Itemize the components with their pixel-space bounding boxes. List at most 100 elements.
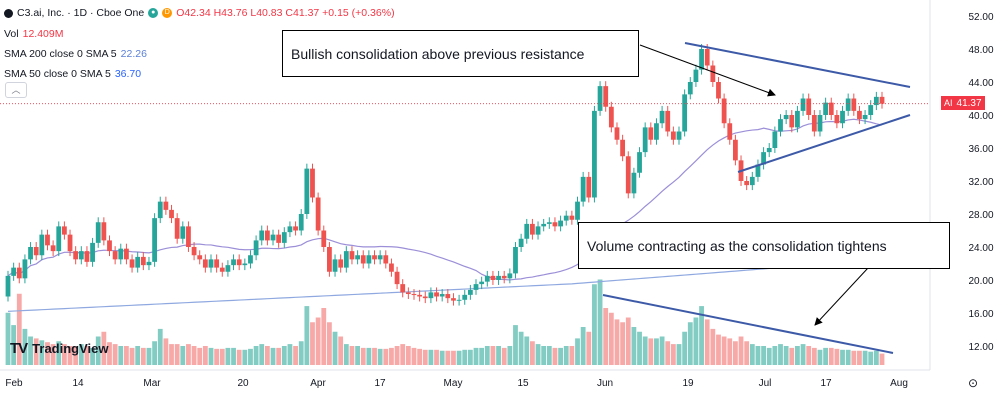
- candle-body[interactable]: [524, 223, 530, 239]
- candle-body[interactable]: [490, 275, 496, 280]
- candle-body[interactable]: [343, 251, 349, 268]
- candle-body[interactable]: [535, 226, 541, 235]
- candle-body[interactable]: [107, 240, 112, 252]
- candle-body[interactable]: [665, 110, 671, 132]
- candle-body[interactable]: [22, 259, 28, 279]
- candle-body[interactable]: [270, 234, 276, 241]
- candle-body[interactable]: [716, 82, 721, 99]
- candle-body[interactable]: [434, 292, 439, 297]
- candle-body[interactable]: [248, 255, 253, 264]
- candle-body[interactable]: [857, 110, 862, 120]
- candle-body[interactable]: [608, 106, 614, 128]
- candle-body[interactable]: [642, 127, 648, 153]
- candle-body[interactable]: [157, 201, 163, 219]
- candle-body[interactable]: [614, 127, 620, 140]
- candle-body[interactable]: [811, 115, 817, 132]
- candle-body[interactable]: [467, 289, 473, 295]
- candle-body[interactable]: [569, 215, 575, 220]
- candle-body[interactable]: [817, 115, 823, 132]
- candle-body[interactable]: [400, 284, 406, 293]
- candle-body[interactable]: [744, 181, 750, 186]
- candle-body[interactable]: [654, 123, 659, 140]
- candle-body[interactable]: [28, 247, 33, 260]
- candle-body[interactable]: [546, 222, 552, 224]
- candle-body[interactable]: [355, 255, 360, 260]
- candle-body[interactable]: [789, 115, 795, 128]
- candle-body[interactable]: [851, 98, 857, 111]
- candle-body[interactable]: [327, 247, 332, 272]
- candle-body[interactable]: [603, 86, 609, 107]
- candle-body[interactable]: [710, 65, 716, 83]
- candle-body[interactable]: [293, 226, 298, 231]
- candle-body[interactable]: [659, 110, 665, 124]
- candle-body[interactable]: [772, 131, 778, 149]
- candle-body[interactable]: [61, 226, 67, 235]
- candle-body[interactable]: [676, 131, 682, 140]
- candle-body[interactable]: [298, 214, 304, 231]
- symbol-title[interactable]: C3.ai, Inc. · 1D · Cboe One: [17, 7, 145, 19]
- candle-body[interactable]: [310, 168, 315, 198]
- candle-body[interactable]: [411, 294, 417, 296]
- candle-body[interactable]: [637, 152, 642, 173]
- candle-body[interactable]: [496, 275, 501, 280]
- candle-body[interactable]: [276, 234, 282, 243]
- candle-body[interactable]: [33, 247, 39, 256]
- candle-body[interactable]: [445, 294, 451, 299]
- candle-body[interactable]: [479, 281, 485, 285]
- candle-body[interactable]: [507, 273, 513, 279]
- candle-body[interactable]: [253, 240, 259, 256]
- candle-body[interactable]: [513, 247, 518, 274]
- candle-body[interactable]: [417, 294, 423, 297]
- candle-body[interactable]: [670, 131, 676, 140]
- candle-body[interactable]: [315, 197, 321, 231]
- candle-body[interactable]: [16, 267, 22, 279]
- candle-body[interactable]: [225, 265, 231, 272]
- candle-body[interactable]: [321, 230, 327, 248]
- candle-body[interactable]: [73, 251, 79, 260]
- candle-body[interactable]: [586, 176, 592, 198]
- candle-body[interactable]: [101, 222, 107, 241]
- candle-body[interactable]: [169, 209, 174, 219]
- candle-body[interactable]: [264, 230, 270, 241]
- candle-body[interactable]: [129, 259, 135, 268]
- candle-body[interactable]: [806, 98, 812, 116]
- candle-body[interactable]: [50, 245, 56, 252]
- candle-body[interactable]: [439, 294, 445, 297]
- candle-body[interactable]: [174, 218, 180, 239]
- candle-body[interactable]: [394, 271, 400, 285]
- candle-body[interactable]: [383, 255, 389, 264]
- candle-body[interactable]: [879, 96, 885, 104]
- candle-body[interactable]: [451, 298, 456, 301]
- candle-body[interactable]: [682, 94, 688, 132]
- candle-body[interactable]: [795, 110, 800, 128]
- candle-body[interactable]: [625, 156, 631, 194]
- candle-body[interactable]: [191, 247, 197, 256]
- candle-body[interactable]: [563, 215, 569, 221]
- candle-body[interactable]: [755, 164, 761, 177]
- candle-body[interactable]: [840, 110, 845, 124]
- candle-body[interactable]: [304, 168, 310, 214]
- candle-body[interactable]: [281, 232, 287, 243]
- candle-body[interactable]: [834, 115, 840, 124]
- candle-body[interactable]: [180, 226, 186, 239]
- candle-body[interactable]: [140, 256, 146, 266]
- candle-body[interactable]: [462, 294, 468, 300]
- sma50-label[interactable]: SMA 50 close 0 SMA 5: [4, 68, 111, 80]
- candle-body[interactable]: [456, 299, 462, 301]
- candle-body[interactable]: [287, 226, 293, 233]
- candle-body[interactable]: [727, 123, 733, 140]
- candle-body[interactable]: [648, 127, 654, 140]
- candle-body[interactable]: [473, 284, 479, 290]
- candle-body[interactable]: [389, 263, 394, 272]
- candle-body[interactable]: [124, 248, 129, 260]
- candle-body[interactable]: [5, 275, 11, 297]
- candle-body[interactable]: [377, 255, 383, 260]
- candle-body[interactable]: [236, 259, 242, 266]
- candle-body[interactable]: [597, 86, 603, 111]
- candle-body[interactable]: [366, 255, 372, 264]
- candle-body[interactable]: [732, 139, 738, 161]
- candle-body[interactable]: [761, 152, 766, 165]
- candle-body[interactable]: [219, 267, 225, 272]
- candle-body[interactable]: [868, 105, 874, 115]
